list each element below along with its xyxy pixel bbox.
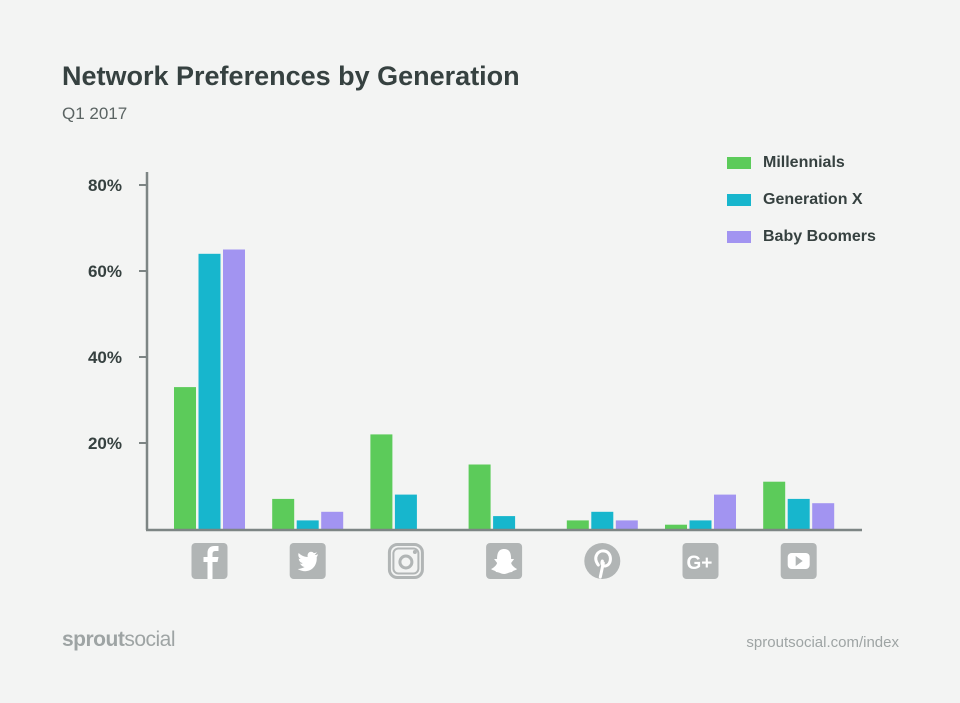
bar-baby-boomers-twitter bbox=[321, 511, 344, 529]
bar-millennials-youtube bbox=[763, 481, 786, 529]
legend-label: Millennials bbox=[763, 153, 845, 171]
bar-millennials-pinterest bbox=[566, 520, 589, 529]
bar-millennials-google bbox=[665, 524, 687, 529]
bar-generation-x-twitter bbox=[296, 520, 319, 529]
source-url: sproutsocial.com/index bbox=[746, 634, 899, 651]
twitter-icon bbox=[289, 543, 326, 579]
youtube-icon bbox=[780, 543, 817, 579]
bar-baby-boomers-facebook bbox=[223, 249, 245, 529]
bar-baby-boomers-pinterest bbox=[615, 520, 638, 529]
legend: Millennials Generation X Baby Boomers bbox=[727, 144, 876, 255]
legend-item-baby-boomers: Baby Boomers bbox=[727, 218, 876, 255]
legend-swatch bbox=[727, 230, 751, 243]
y-tick-label: 60% bbox=[88, 262, 122, 281]
legend-swatch bbox=[727, 156, 751, 169]
legend-item-generation-x: Generation X bbox=[727, 181, 876, 218]
legend-swatch bbox=[727, 193, 751, 206]
facebook-icon bbox=[191, 543, 228, 579]
google-plus-icon: G+ bbox=[682, 543, 719, 579]
legend-item-millennials: Millennials bbox=[727, 144, 876, 181]
bar-generation-x-google bbox=[689, 520, 712, 529]
bar-baby-boomers-google bbox=[714, 494, 736, 529]
y-tick-label: 80% bbox=[88, 176, 122, 195]
bar-generation-x-youtube bbox=[787, 498, 810, 529]
bar-millennials-snapchat bbox=[468, 464, 491, 529]
bar-millennials-facebook bbox=[174, 387, 196, 529]
bar-generation-x-instagram bbox=[394, 494, 417, 529]
bar-generation-x-facebook bbox=[198, 253, 221, 530]
bar-generation-x-pinterest bbox=[591, 511, 614, 529]
chart-title: Network Preferences by Generation bbox=[62, 61, 520, 91]
bar-millennials-instagram bbox=[370, 434, 393, 529]
pinterest-icon bbox=[584, 543, 621, 579]
svg-text:G+: G+ bbox=[687, 553, 713, 574]
legend-label: Generation X bbox=[763, 190, 863, 208]
y-tick-label: 20% bbox=[88, 434, 122, 453]
bar-baby-boomers-youtube bbox=[812, 503, 835, 529]
sproutsocial-logo: sproutsocial bbox=[62, 628, 176, 651]
chart-subtitle: Q1 2017 bbox=[62, 104, 128, 123]
snapchat-icon bbox=[486, 543, 523, 579]
instagram-icon bbox=[387, 543, 424, 579]
bar-millennials-twitter bbox=[272, 498, 295, 529]
legend-label: Baby Boomers bbox=[763, 227, 876, 245]
bar-generation-x-snapchat bbox=[493, 516, 516, 529]
y-tick-label: 40% bbox=[88, 348, 122, 367]
